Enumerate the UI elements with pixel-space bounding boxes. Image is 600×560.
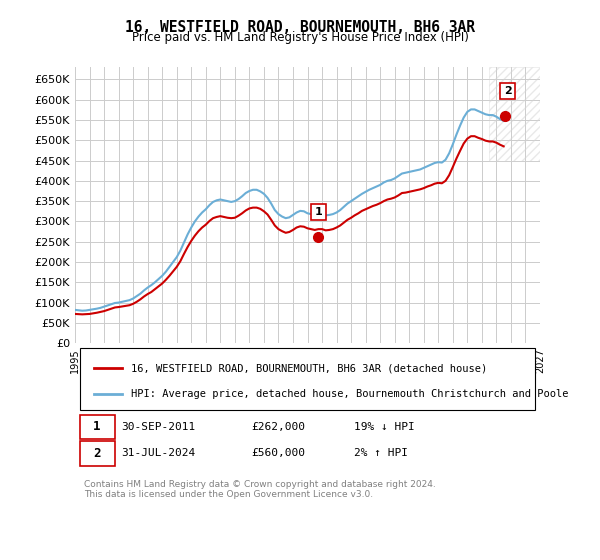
Text: HPI: Average price, detached house, Bournemouth Christchurch and Poole: HPI: Average price, detached house, Bour… bbox=[131, 389, 568, 399]
Text: 31-JUL-2024: 31-JUL-2024 bbox=[121, 449, 196, 459]
Text: 16, WESTFIELD ROAD, BOURNEMOUTH, BH6 3AR (detached house): 16, WESTFIELD ROAD, BOURNEMOUTH, BH6 3AR… bbox=[131, 363, 487, 373]
Text: £262,000: £262,000 bbox=[252, 422, 306, 432]
Text: 30-SEP-2011: 30-SEP-2011 bbox=[121, 422, 196, 432]
FancyBboxPatch shape bbox=[80, 414, 115, 440]
Text: 2% ↑ HPI: 2% ↑ HPI bbox=[354, 449, 408, 459]
Text: 1: 1 bbox=[314, 207, 322, 217]
Text: Contains HM Land Registry data © Crown copyright and database right 2024.
This d: Contains HM Land Registry data © Crown c… bbox=[84, 480, 436, 499]
Text: 2: 2 bbox=[504, 86, 511, 96]
Text: 2: 2 bbox=[93, 447, 101, 460]
Text: 1: 1 bbox=[93, 421, 101, 433]
Text: £560,000: £560,000 bbox=[252, 449, 306, 459]
FancyBboxPatch shape bbox=[80, 348, 535, 410]
FancyBboxPatch shape bbox=[80, 441, 115, 466]
Text: 19% ↓ HPI: 19% ↓ HPI bbox=[354, 422, 415, 432]
Text: Price paid vs. HM Land Registry's House Price Index (HPI): Price paid vs. HM Land Registry's House … bbox=[131, 31, 469, 44]
Text: 16, WESTFIELD ROAD, BOURNEMOUTH, BH6 3AR: 16, WESTFIELD ROAD, BOURNEMOUTH, BH6 3AR bbox=[125, 20, 475, 35]
